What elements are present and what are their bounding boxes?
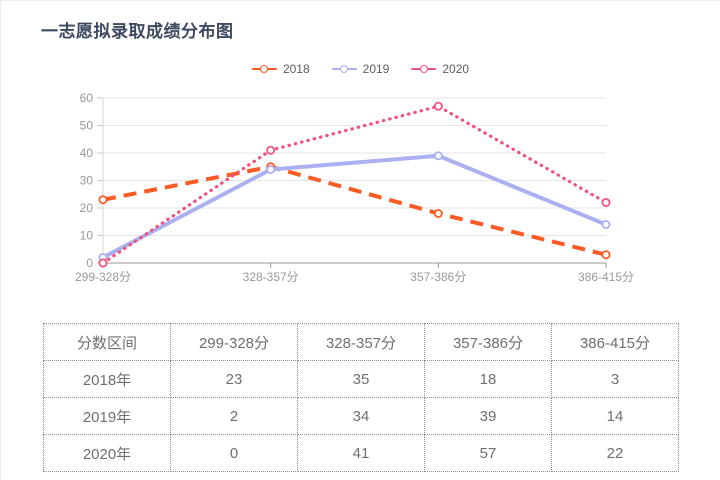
legend-line-marker-icon	[251, 65, 277, 73]
table-header-row: 分数区间 299-328分 328-357分 357-386分 386-415分	[43, 323, 679, 361]
y-axis-label: 40	[80, 146, 94, 160]
row-label-cell: 2018年	[43, 360, 171, 398]
series-line-2018	[102, 164, 607, 257]
table-header-cell: 386-415分	[551, 323, 679, 361]
legend-label: 2018	[282, 62, 310, 76]
series-group	[98, 101, 611, 268]
table-header-cell: 328-357分	[297, 323, 425, 361]
table-cell: 23	[170, 360, 298, 398]
legend-item-2019[interactable]: 2019	[331, 62, 390, 76]
legend-item-2018[interactable]: 2018	[251, 62, 310, 76]
table-cell: 35	[297, 360, 425, 398]
table-cell: 41	[297, 434, 425, 472]
data-point-2020	[601, 197, 611, 207]
x-axis-label: 299-328分	[75, 270, 131, 284]
table-cell: 34	[297, 397, 425, 435]
data-point-2019	[433, 151, 443, 161]
axes-group	[97, 97, 607, 268]
series-line-2020	[101, 104, 608, 265]
page-title: 一志愿拟录取成绩分布图	[41, 22, 234, 41]
legend-label: 2020	[442, 62, 470, 76]
y-axis-label: 50	[80, 119, 94, 133]
y-axis-label: 0	[86, 256, 93, 270]
row-label-cell: 2019年	[43, 397, 171, 435]
y-axis-label: 10	[80, 229, 94, 243]
y-axis-label: 20	[80, 201, 94, 215]
legend-label: 2019	[362, 62, 390, 76]
data-point-2020	[98, 258, 108, 268]
table-cell: 14	[551, 397, 679, 435]
x-axis-label: 357-386分	[410, 270, 466, 284]
data-point-2020	[433, 101, 443, 111]
data-point-2019	[601, 219, 611, 229]
legend-circle-marker-icon	[419, 65, 428, 73]
data-point-2018	[98, 195, 108, 205]
table-cell: 3	[551, 360, 679, 398]
table-row: 2020年 0 41 57 22	[43, 434, 679, 472]
table-cell: 18	[424, 360, 552, 398]
data-point-2019	[266, 164, 276, 174]
table-cell: 2	[170, 397, 298, 435]
grid-lines-group	[103, 97, 606, 236]
x-axis-label: 386-415分	[578, 270, 634, 284]
data-point-2018	[601, 250, 611, 260]
legend-circle-marker-icon	[260, 65, 269, 73]
table-cell: 57	[424, 434, 552, 472]
series-line-2019	[102, 153, 607, 260]
x-axis-label: 328-357分	[243, 270, 299, 284]
table-header-cell: 357-386分	[424, 323, 552, 361]
legend-line-marker-icon	[331, 65, 357, 73]
legend-circle-marker-icon	[340, 65, 349, 73]
row-label-cell: 2020年	[43, 434, 171, 472]
chart-legend: 2018 2019 2020	[1, 62, 720, 76]
axis-labels-group: 0 10 20 30 40 50 60 299-328分 328-357分 357-386分 386…	[75, 91, 634, 284]
legend-line-marker-icon	[411, 65, 437, 73]
y-axis-label: 30	[80, 174, 94, 188]
table-header-cell: 299-328分	[170, 323, 298, 361]
table-cell: 39	[424, 397, 552, 435]
table-cell: 22	[551, 434, 679, 472]
data-point-2018	[433, 208, 443, 218]
data-point-2020	[266, 145, 276, 155]
score-table: 分数区间 299-328分 328-357分 357-386分 386-415分…	[43, 323, 679, 472]
y-axis-label: 60	[80, 91, 94, 105]
table-row: 2019年 2 34 39 14	[43, 397, 679, 435]
table-cell: 0	[170, 434, 298, 472]
legend-item-2020[interactable]: 2020	[411, 62, 469, 76]
line-chart-svg: 0 10 20 30 40 50 60 299-328分 328-357分 357-386分 386…	[75, 91, 634, 284]
table-row: 2018年 23 35 18 3	[43, 360, 679, 398]
table-header-cell: 分数区间	[43, 323, 171, 361]
